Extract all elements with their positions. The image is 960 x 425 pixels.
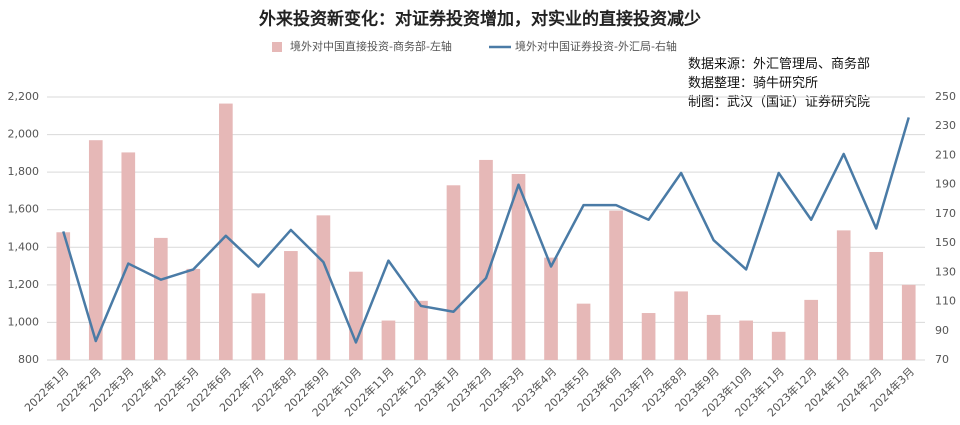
- bar: [641, 313, 656, 360]
- y-tick-label: 1,200: [8, 278, 40, 291]
- bar: [284, 251, 298, 360]
- bar: [511, 174, 526, 360]
- y2-tick-label: 170: [935, 207, 956, 220]
- bar: [739, 320, 753, 360]
- bar: [869, 251, 884, 360]
- bar: [88, 140, 103, 360]
- y2-tick-label: 150: [935, 236, 956, 249]
- bar: [56, 232, 71, 360]
- y2-tick-label: 230: [935, 119, 956, 132]
- y-tick-label: 2,200: [8, 90, 40, 103]
- y2-tick-label: 210: [935, 148, 956, 161]
- y2-tick-label: 110: [935, 295, 956, 308]
- y2-tick-label: 130: [935, 265, 956, 278]
- y-tick-label: 800: [18, 353, 39, 366]
- bar: [446, 185, 461, 360]
- bar: [414, 300, 428, 360]
- bar: [576, 303, 591, 360]
- bar: [349, 271, 363, 360]
- y-tick-label: 2,000: [8, 128, 40, 141]
- y-tick-label: 1,400: [8, 240, 40, 253]
- bar: [186, 268, 201, 360]
- bar: [674, 291, 688, 360]
- y2-tick-label: 250: [935, 90, 956, 103]
- annotation: 制图：武汉（国证）证券研究院: [688, 94, 870, 110]
- y2-tick-label: 90: [935, 324, 949, 337]
- bar: [251, 293, 266, 360]
- annotation: 数据整理：骑牛研究所: [688, 76, 818, 91]
- y-tick-label: 1,800: [8, 165, 40, 178]
- bar: [316, 215, 331, 360]
- bar: [219, 103, 233, 360]
- y2-tick-label: 70: [935, 353, 949, 366]
- bar: [121, 152, 136, 360]
- bar: [706, 314, 721, 360]
- bar: [836, 230, 851, 360]
- annotation: 数据来源：外汇管理局、商务部: [688, 56, 870, 72]
- bar: [153, 237, 168, 360]
- bar: [479, 159, 493, 360]
- legend-swatch: [272, 42, 282, 52]
- bar: [804, 299, 819, 360]
- bar: [771, 331, 786, 360]
- y2-tick-label: 190: [935, 178, 956, 191]
- line: [62, 117, 910, 344]
- legend-label: 境外对中国直接投资-商务部-左轴: [290, 39, 452, 53]
- bar: [381, 320, 396, 360]
- y-tick-label: 1,000: [8, 315, 40, 328]
- y-tick-label: 1,600: [8, 203, 40, 216]
- bar: [901, 284, 916, 360]
- legend-label: 境外对中国证券投资-外汇局-右轴: [515, 39, 677, 53]
- chart-title: 外来投资新变化：对证券投资增加，对实业的直接投资减少: [259, 9, 701, 30]
- bar: [544, 257, 558, 360]
- bar: [609, 210, 623, 360]
